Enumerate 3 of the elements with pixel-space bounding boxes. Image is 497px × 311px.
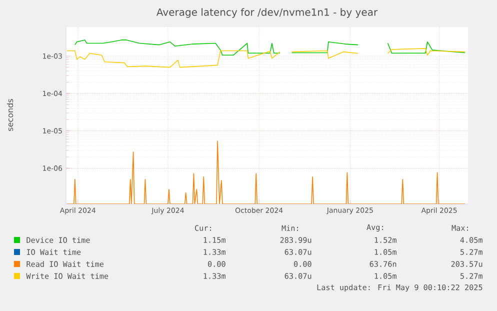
y-axis-title: seconds <box>6 99 14 131</box>
line-series <box>66 140 466 204</box>
chart-title: Average latency for /dev/nvme1n1 - by year <box>156 8 378 18</box>
